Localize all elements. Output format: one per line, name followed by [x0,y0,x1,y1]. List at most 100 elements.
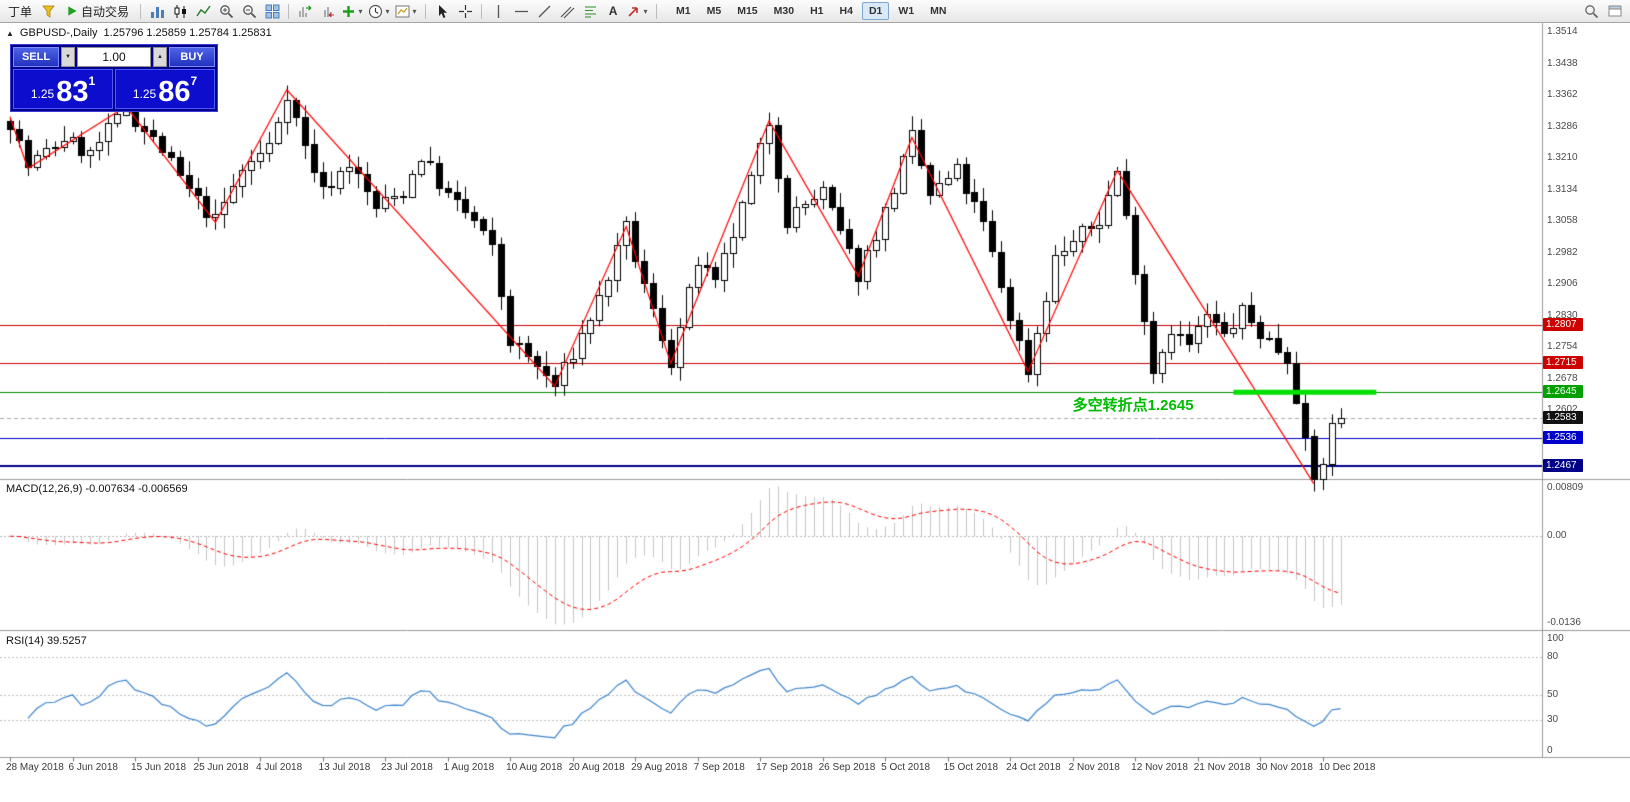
bid-prefix: 1.25 [30,87,55,101]
chevron-down-icon[interactable]: ▾ [358,6,363,16]
timeframe-d1[interactable]: D1 [861,2,890,20]
ohlc-values: 1.25796 1.25859 1.25784 1.25831 [103,27,272,39]
crosshair-button[interactable] [454,1,476,21]
auto-scroll-button[interactable] [294,1,316,21]
orders-button[interactable]: 丁单 [8,4,33,19]
chart-title: ▲ GBPUSD-,Daily 1.25796 1.25859 1.25784 … [6,27,272,39]
line-chart-icon [195,5,211,16]
trendline-tool-button[interactable] [533,1,555,21]
chevron-down-icon[interactable]: ▾ [643,6,648,16]
bar-chart-icon [150,6,164,18]
vertical-line-tool-button[interactable] [487,1,509,21]
indicator-plus-icon [343,5,355,17]
trendline-icon [538,5,550,17]
cursor-button[interactable] [431,1,453,21]
one-click-trading-panel: SELL ▼ ▲ BUY 1.25 83 1 1.25 86 7 [10,44,218,112]
main-toolbar: 丁单 自动交易 ▾ ▾ ▾ [0,0,1630,23]
new-window-button[interactable] [1604,1,1626,21]
play-icon [68,6,77,16]
fibonacci-tool-button[interactable] [579,1,601,21]
cursor-arrow-icon [438,4,447,18]
arrow-object-icon [628,6,638,17]
horizontal-line-icon [514,10,528,12]
buy-button[interactable]: BUY [169,47,215,67]
triangle-down-icon: ▼ [65,54,71,60]
bid-pipette: 1 [88,74,96,88]
timeframe-h4[interactable]: H4 [839,5,853,17]
quote-row: 1.25 83 1 1.25 86 7 [13,69,215,109]
rsi-value: 39.5257 [46,635,87,647]
tile-windows-button[interactable] [261,1,283,21]
timeframe-m15[interactable]: M15 [737,5,758,17]
bid-big-digits: 83 [56,76,89,109]
clock-icon [368,4,383,18]
magnifier-icon [1584,4,1598,18]
zoom-out-icon [242,4,256,18]
toolbar-separator [425,3,427,19]
autotrading-button[interactable]: 自动交易 [60,1,135,21]
new-order-button[interactable] [37,1,59,21]
bid-price-display[interactable]: 1.25 83 1 [13,69,113,109]
templates-button[interactable]: ▾ [394,1,420,21]
triangle-up-icon: ▲ [157,54,163,60]
symbol-period-label: GBPUSD-,Daily [19,27,98,39]
vertical-line-icon [497,4,499,18]
timeframe-h1[interactable]: H1 [810,5,824,17]
timeframe-mn[interactable]: MN [930,5,947,17]
chart-shift-icon [324,6,334,17]
search-button[interactable] [1580,1,1602,21]
text-tool-button[interactable]: A [602,1,624,21]
sell-button[interactable]: SELL [13,47,59,67]
tile-grid-icon [265,4,280,18]
fibonacci-icon [584,5,596,18]
ask-big-digits: 86 [158,76,191,109]
zoom-in-icon [219,4,233,18]
macd-values: -0.007634 -0.006569 [85,483,188,495]
toolbar-right-group [1580,1,1626,21]
channel-icon [560,6,574,18]
crosshair-icon [458,4,472,18]
timeframe-m5[interactable]: M5 [706,5,722,17]
template-chart-icon [395,5,410,17]
autotrading-label: 自动交易 [81,4,130,19]
auto-scroll-icon [299,5,311,17]
volume-decrease-button[interactable]: ▼ [61,47,75,67]
macd-name: MACD(12,26,9) [6,483,83,495]
macd-label: MACD(12,26,9) -0.007634 -0.006569 [6,483,188,495]
arrows-tool-button[interactable]: ▾ [625,1,651,21]
ask-price-display[interactable]: 1.25 86 7 [115,69,215,109]
volume-input[interactable] [77,47,151,67]
chevron-down-icon[interactable]: ▾ [385,6,390,16]
line-chart-button[interactable] [192,1,214,21]
chevron-down-icon[interactable]: ▾ [412,6,417,16]
volume-increase-button[interactable]: ▲ [153,47,167,67]
window-icon [1608,5,1622,17]
text-tool-icon: A [608,4,618,18]
bar-chart-button[interactable] [146,1,168,21]
zoom-out-button[interactable] [238,1,260,21]
pivot-annotation: 多空转折点1.2645 [1072,397,1194,415]
trade-controls-row: SELL ▼ ▲ BUY [13,47,215,67]
zoom-in-button[interactable] [215,1,237,21]
toolbar-separator [481,3,483,19]
ask-prefix: 1.25 [132,87,157,101]
funnel-icon [41,5,55,18]
timeframe-toolbar: M1 M5 M15 M30 H1 H4 D1 W1 MN [668,2,954,20]
horizontal-line-tool-button[interactable] [510,1,532,21]
periods-button[interactable]: ▾ [367,1,393,21]
rsi-name: RSI(14) [6,635,44,647]
toolbar-separator [288,3,290,19]
toolbar-separator [656,3,658,19]
chart-shift-button[interactable] [317,1,339,21]
candlestick-icon [174,4,186,18]
candlestick-chart-button[interactable] [169,1,191,21]
timeframe-m30[interactable]: M30 [773,5,795,17]
channel-tool-button[interactable] [556,1,578,21]
timeframe-w1[interactable]: W1 [898,5,915,17]
toolbar-separator [140,3,142,19]
timeframe-m1[interactable]: M1 [676,5,691,17]
panel-toggle-icon[interactable]: ▲ [6,28,14,38]
indicators-button[interactable]: ▾ [340,1,366,21]
ask-pipette: 7 [190,74,198,88]
